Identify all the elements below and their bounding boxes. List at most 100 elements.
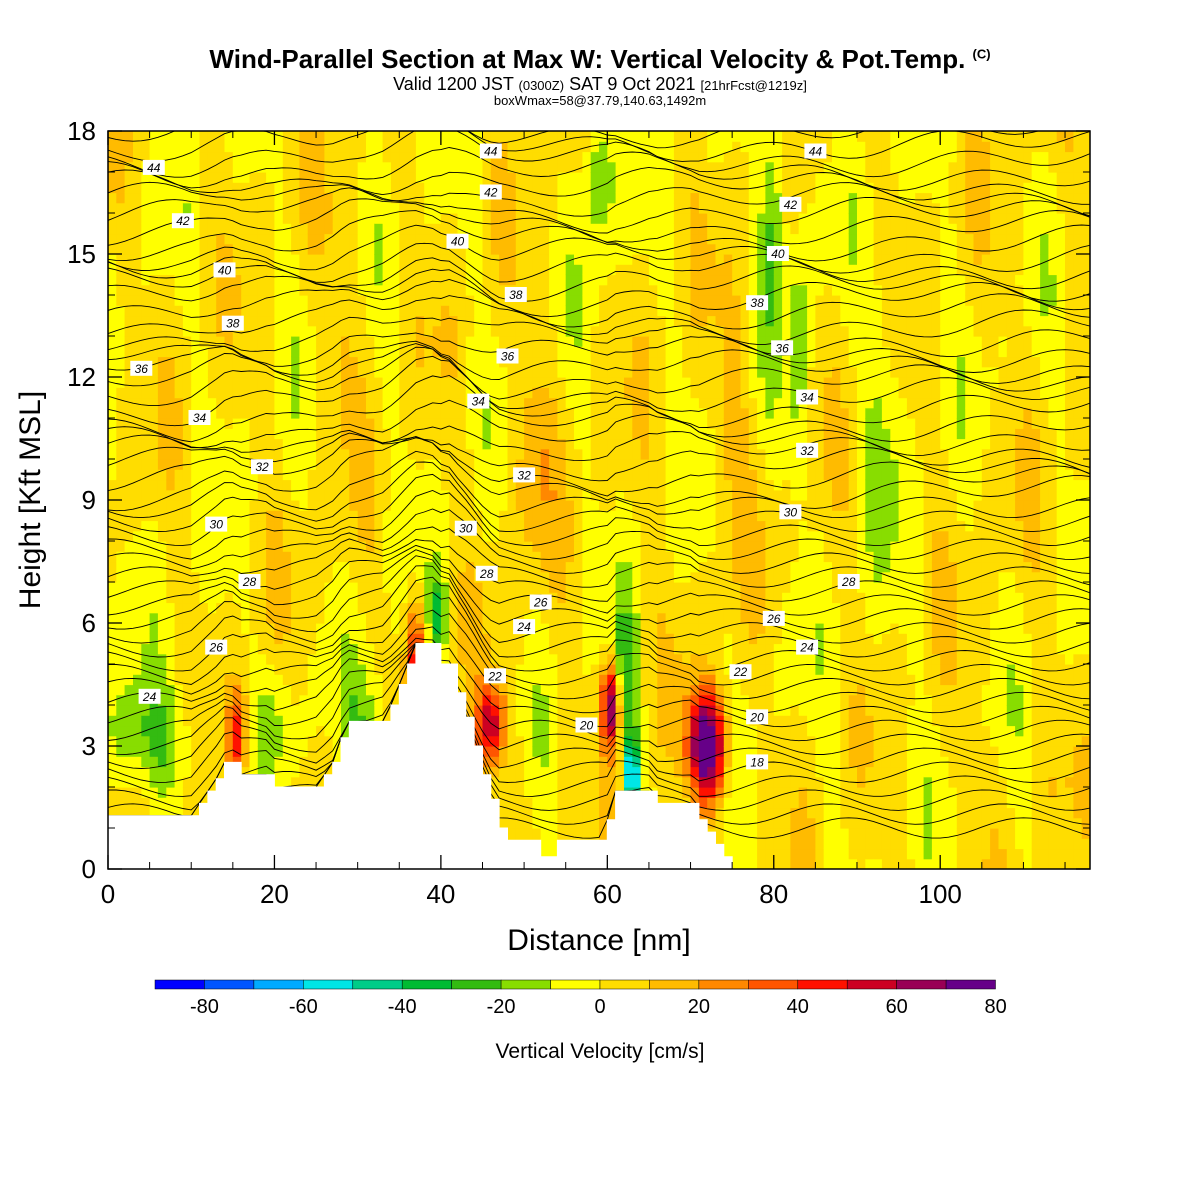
velocity-cell: [224, 489, 234, 501]
velocity-cell: [366, 141, 375, 153]
velocity-cell: [366, 325, 375, 337]
velocity-cell: [357, 612, 367, 624]
velocity-cell: [357, 500, 367, 511]
velocity-cell: [515, 459, 525, 470]
velocity-cell: [407, 418, 417, 429]
velocity-cell: [499, 735, 508, 747]
velocity-cell: [524, 787, 533, 798]
velocity-cell: [382, 305, 392, 317]
velocity-cell: [307, 664, 317, 675]
velocity-cell: [549, 653, 558, 665]
velocity-cell: [341, 623, 350, 634]
velocity-cell: [399, 254, 409, 265]
velocity-cell: [490, 418, 500, 429]
velocity-cell: [540, 612, 550, 624]
velocity-cell: [582, 674, 592, 686]
velocity-cell: [457, 530, 467, 542]
velocity-cell: [565, 284, 575, 296]
velocity-cell: [174, 746, 184, 757]
velocity-cell: [357, 582, 367, 593]
velocity-cell: [157, 243, 167, 255]
velocity-cell: [257, 377, 267, 388]
velocity-cell: [141, 377, 151, 388]
velocity-cell: [307, 418, 317, 429]
velocity-cell: [515, 571, 525, 583]
velocity-cell: [424, 551, 434, 563]
velocity-cell: [524, 653, 533, 665]
velocity-cell: [141, 582, 151, 593]
velocity-cell: [307, 602, 317, 614]
velocity-cell: [174, 418, 184, 429]
velocity-cell: [241, 192, 251, 204]
velocity-cell: [207, 735, 217, 747]
velocity-cell: [332, 561, 342, 573]
velocity-cell: [390, 500, 400, 511]
velocity-cell: [565, 817, 575, 829]
velocity-cell: [174, 633, 184, 645]
velocity-cell: [157, 602, 167, 614]
velocity-cell: [199, 571, 209, 583]
velocity-cell: [640, 295, 650, 306]
velocity-cell: [274, 756, 284, 768]
velocity-cell: [407, 315, 417, 327]
velocity-cell: [540, 428, 550, 440]
velocity-cell: [257, 633, 267, 645]
velocity-cell: [141, 336, 151, 347]
velocity-cell: [149, 325, 159, 337]
velocity-cell: [390, 284, 400, 296]
velocity-cell: [524, 243, 533, 255]
velocity-cell: [557, 797, 567, 809]
velocity-cell: [357, 438, 367, 450]
velocity-cell: [174, 510, 184, 522]
velocity-cell: [474, 161, 484, 173]
velocity-cell: [149, 715, 159, 727]
velocity-cell: [665, 725, 675, 737]
velocity-cell: [490, 264, 500, 276]
velocity-cell: [249, 715, 259, 727]
velocity-cell: [241, 500, 251, 511]
velocity-cell: [440, 530, 450, 542]
velocity-cell: [507, 377, 517, 388]
velocity-cell: [449, 264, 459, 276]
velocity-cell: [532, 274, 542, 286]
velocity-cell: [257, 735, 267, 747]
velocity-cell: [307, 192, 317, 204]
velocity-cell: [549, 633, 558, 645]
velocity-cell: [515, 684, 525, 696]
velocity-cell: [399, 602, 409, 614]
velocity-cell: [574, 746, 583, 757]
velocity-cell: [557, 664, 567, 675]
velocity-cell: [191, 653, 201, 665]
velocity-cell: [449, 131, 459, 142]
velocity-cell: [207, 592, 217, 604]
velocity-cell: [515, 151, 525, 163]
velocity-cell: [124, 684, 134, 696]
velocity-cell: [149, 213, 159, 224]
velocity-cell: [307, 530, 317, 542]
velocity-cell: [424, 336, 434, 347]
velocity-cell: [374, 223, 384, 235]
velocity-cell: [291, 254, 300, 265]
velocity-cell: [673, 387, 683, 399]
velocity-cell: [615, 254, 625, 265]
velocity-cell: [457, 602, 467, 614]
velocity-cell: [382, 274, 392, 286]
velocity-cell: [465, 346, 475, 358]
velocity-cell: [399, 172, 409, 183]
velocity-cell: [341, 674, 350, 686]
velocity-cell: [374, 633, 384, 645]
velocity-cell: [116, 428, 126, 440]
velocity-cell: [432, 131, 442, 142]
velocity-cell: [341, 520, 350, 532]
velocity-cell: [607, 274, 617, 286]
velocity-cell: [590, 459, 600, 470]
velocity-cell: [615, 141, 625, 153]
velocity-cell: [232, 602, 242, 614]
velocity-cell: [632, 520, 642, 532]
velocity-cell: [166, 459, 176, 470]
velocity-cell: [241, 387, 251, 399]
velocity-cell: [624, 633, 633, 645]
velocity-cell: [124, 346, 134, 358]
velocity-cell: [549, 684, 558, 696]
velocity-cell: [557, 233, 567, 245]
